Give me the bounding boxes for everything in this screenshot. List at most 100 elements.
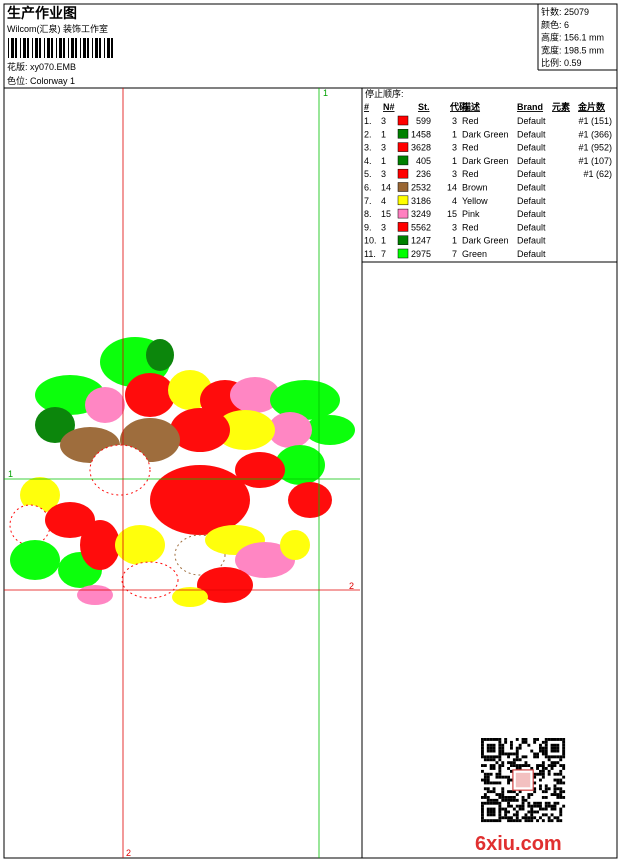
qr-module [553, 761, 557, 765]
qr-module [530, 807, 534, 811]
qr-module [521, 740, 525, 744]
qr-module [559, 772, 563, 776]
qr-module [483, 738, 487, 741]
qr-module [507, 778, 510, 782]
qr-module [559, 758, 563, 762]
qr-module [483, 801, 487, 805]
qr-module [481, 810, 484, 814]
qr-module [541, 767, 545, 770]
qr-module [556, 778, 560, 782]
qr-module [547, 764, 551, 767]
qr-module [512, 761, 516, 765]
qr-module [544, 752, 548, 756]
qr-module [512, 758, 516, 762]
qr-module [501, 793, 505, 796]
swatch [397, 222, 409, 232]
table-title: 停止顺序: [365, 88, 404, 99]
qr-module [562, 804, 566, 808]
qr-module [498, 793, 502, 796]
qr-module [524, 755, 528, 759]
qr-module [553, 804, 557, 808]
qr-module [483, 772, 487, 776]
qr-module [486, 796, 490, 799]
column-header: 金片数 [577, 101, 606, 112]
barcode-bar [71, 38, 74, 58]
qr-module [492, 819, 496, 823]
qr-module [498, 764, 502, 767]
qr-module [515, 804, 519, 808]
qr-module [559, 796, 563, 799]
qr-module [556, 761, 560, 765]
qr-module [544, 796, 548, 799]
qr-module [521, 816, 525, 820]
swatch [397, 182, 409, 192]
qr-module [530, 767, 534, 770]
qr-module [562, 796, 566, 799]
qr-module [489, 819, 493, 823]
qr-module [521, 807, 525, 811]
qr-module [489, 813, 493, 817]
qr-module [541, 775, 545, 779]
guide-label: 2 [126, 848, 131, 858]
element: #1 (107) [578, 156, 612, 166]
qr-module [547, 738, 551, 741]
qr-module [512, 752, 516, 756]
qr-module [559, 793, 563, 796]
brand: Default [517, 169, 546, 179]
qr-module [483, 819, 487, 823]
qr-module [486, 778, 490, 782]
code: 4 [452, 196, 457, 206]
barcode-bar [56, 38, 57, 58]
qr-module [495, 755, 499, 759]
qr-module [536, 772, 539, 776]
qr-module [489, 755, 493, 759]
qr-module [495, 819, 499, 823]
qr-module [492, 758, 496, 762]
column-header: 描述 [462, 101, 480, 112]
description: Red [462, 116, 479, 126]
qr-module [498, 738, 502, 741]
description: Pink [462, 209, 480, 219]
stitches: 3249 [411, 209, 431, 219]
qr-module [539, 764, 542, 767]
barcode-bar [8, 38, 9, 58]
qr-module [544, 790, 548, 794]
qr-module [504, 807, 508, 811]
qr-module [553, 755, 557, 759]
qr-module [536, 738, 539, 741]
qr-module [486, 772, 490, 776]
barcode-bar [44, 38, 45, 58]
brand: Default [517, 236, 546, 246]
qr-module [510, 804, 513, 808]
element: #1 (62) [583, 169, 612, 179]
qr-module [481, 778, 484, 782]
qr-module [547, 801, 551, 805]
barcode-bar [63, 38, 65, 58]
qr-module [507, 819, 510, 823]
qr-module [536, 810, 539, 814]
qr-module [510, 743, 513, 747]
qr-module [530, 749, 534, 753]
qr-module [521, 804, 525, 808]
barcode-bar [87, 38, 89, 58]
brand: Default [517, 183, 546, 193]
description: Red [462, 169, 479, 179]
qr-module [539, 746, 542, 750]
qr-module [481, 755, 484, 759]
barcode-bar [80, 38, 81, 58]
qr-module [544, 813, 548, 817]
qr-module [539, 778, 542, 782]
qr-module [489, 810, 493, 814]
barcode-bar [99, 38, 101, 58]
qr-module [492, 807, 496, 811]
qr-module [536, 801, 539, 805]
qr-module [550, 804, 554, 808]
qr-module [481, 796, 484, 799]
qr-module [489, 772, 493, 776]
qr-module [556, 793, 560, 796]
code: 1 [452, 156, 457, 166]
qr-module [486, 743, 490, 747]
qr-module [504, 775, 508, 779]
qr-module [530, 813, 534, 817]
description: Yellow [462, 196, 488, 206]
